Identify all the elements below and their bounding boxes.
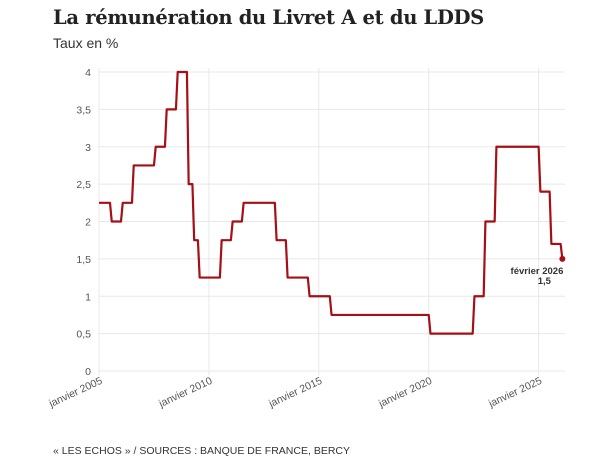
last-point-marker [559,255,566,262]
x-tick-label: janvier 2025 [486,375,544,411]
y-tick-label: 1,5 [76,254,91,266]
y-tick-label: 3 [85,142,91,154]
grid-lines [98,68,565,375]
series-line [99,70,564,335]
y-tick-label: 0 [85,366,91,378]
x-tick-label: janvier 2020 [376,375,434,411]
x-tick-label: janvier 2015 [266,375,324,411]
y-tick-label: 0,5 [76,329,91,341]
y-tick-label: 3,5 [76,104,91,116]
source-note: « LES ECHOS » / SOURCES : BANQUE DE FRAN… [53,445,350,457]
annotation-date: février 2026 [511,266,564,277]
y-tick-label: 2 [85,217,91,229]
x-axis: janvier 2005 janvier 2010 janvier 2015 janv… [46,375,544,411]
chart-title: La rémunération du Livret A et du LDDS [53,6,484,29]
x-tick-label: janvier 2005 [46,375,104,411]
y-tick-label: 2,5 [76,179,91,191]
y-axis: 0 0,5 1 1,5 2 2,5 3 3,5 4 [76,67,91,378]
y-tick-label: 1 [85,291,91,303]
series-layer [99,70,564,335]
y-tick-label: 4 [85,67,91,79]
chart-subtitle: Taux en % [53,35,119,51]
x-tick-label: janvier 2010 [156,375,214,411]
annotation-value: 1,5 [538,276,552,287]
